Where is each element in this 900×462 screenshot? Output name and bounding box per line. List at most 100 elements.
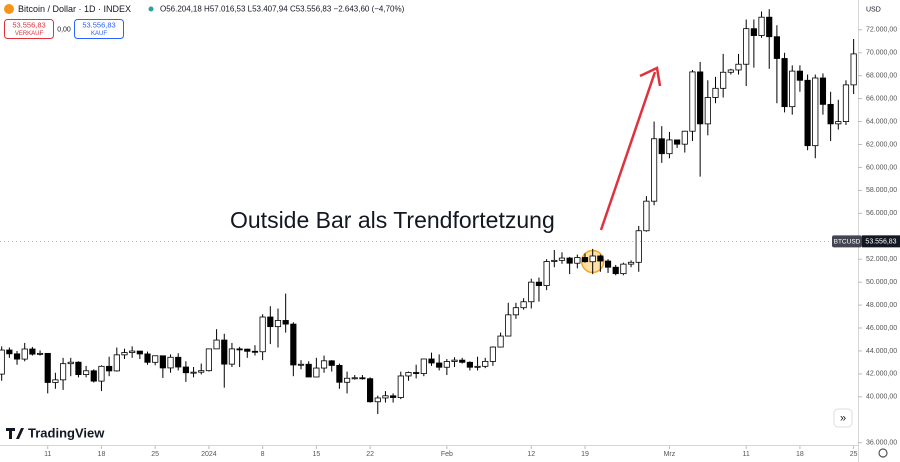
candle-body <box>827 103 834 125</box>
x-tick-label: Mrz <box>664 451 676 458</box>
candle-body <box>159 355 166 369</box>
price-tag <box>862 235 900 248</box>
candle-body <box>558 257 566 261</box>
candle-body <box>198 370 205 373</box>
candle-body <box>205 348 212 372</box>
candle-body <box>29 348 36 355</box>
candle-body <box>359 377 366 380</box>
candle-body <box>766 16 773 38</box>
candle-body <box>528 281 535 303</box>
status-dot <box>148 6 154 12</box>
candle-body <box>121 352 128 356</box>
y-tick-label: 44.000,00 <box>866 348 897 355</box>
candle-body <box>620 263 627 275</box>
candle-body <box>720 71 727 89</box>
candle-body <box>0 349 5 375</box>
candle-body <box>658 138 665 155</box>
price-label: 53.556,83 <box>865 239 896 246</box>
candle-body <box>152 355 159 363</box>
candle-body <box>589 255 596 263</box>
currency[interactable]: USD <box>866 6 881 13</box>
candle-body <box>505 314 512 337</box>
candle-body <box>336 365 343 383</box>
x-tick-label: 25 <box>850 451 858 458</box>
scroll-button[interactable] <box>833 408 853 428</box>
candle-body <box>305 363 312 378</box>
x-tick-label: 11 <box>743 451 750 458</box>
candle-body <box>651 138 658 202</box>
candle-body <box>405 372 412 377</box>
candle-body <box>382 395 389 399</box>
candle-body <box>443 361 450 368</box>
candle-body <box>850 53 857 86</box>
x-tick-label: 18 <box>796 451 804 458</box>
candle-body <box>674 139 681 145</box>
symbol-tag <box>832 235 862 248</box>
info-high: H57.016,53 <box>204 5 246 14</box>
candle-body <box>244 348 251 352</box>
x-tick-label: 19 <box>581 451 589 458</box>
ohlc-info: O56.204,18 H57.016,53 L53.407,94 C53.556… <box>160 5 405 14</box>
annotation: Outside Bar als Trendfortetzung <box>230 207 555 233</box>
candle-body <box>297 363 305 366</box>
symbol-label: BTCUSD <box>834 239 861 246</box>
chart-title: Bitcoin / Dollar · 1D · INDEX <box>18 4 131 14</box>
y-tick-label: 72.000,00 <box>866 27 897 34</box>
candle-body <box>136 350 143 355</box>
y-tick-label: 60.000,00 <box>866 164 897 171</box>
candle-body <box>190 371 197 374</box>
candle-body <box>489 346 496 362</box>
plot-area <box>0 9 857 415</box>
candle-body <box>804 79 811 147</box>
candle-body <box>390 395 397 398</box>
candle-body <box>551 259 558 262</box>
y-tick-label: 68.000,00 <box>866 73 897 80</box>
spread: 0,00 <box>57 26 71 33</box>
candle-body <box>835 121 842 125</box>
brand-logo: TradingView <box>6 425 105 440</box>
y-tick-label: 42.000,00 <box>866 371 897 378</box>
candle-body <box>228 348 236 365</box>
candle-body <box>167 356 174 369</box>
candle-body <box>466 361 473 368</box>
y-tick-label: 56.000,00 <box>866 210 897 217</box>
candle-body <box>290 323 297 366</box>
candle-body <box>21 348 28 360</box>
buy-button[interactable] <box>74 19 124 39</box>
candle-body <box>328 360 335 366</box>
candle-body <box>842 84 850 122</box>
candle-body <box>459 359 466 363</box>
info-change: −2.643,60 (−4,70%) <box>334 5 405 14</box>
candle-body <box>44 352 51 383</box>
candle-body <box>597 255 604 262</box>
candle-body <box>497 335 504 348</box>
candle-body <box>697 71 704 125</box>
buy-price: 53.556,83 <box>82 20 115 29</box>
y-tick-label: 48.000,00 <box>866 302 897 309</box>
candle-body <box>743 28 750 65</box>
x-tick-label: 22 <box>366 451 374 458</box>
candle-body <box>735 63 742 71</box>
candle-body <box>320 360 328 369</box>
candle-body <box>704 97 711 125</box>
candle-body <box>581 257 589 263</box>
settings-icon[interactable] <box>878 448 888 458</box>
x-tick-label: 8 <box>261 451 265 458</box>
candle-body <box>612 266 619 275</box>
candle-body <box>98 365 105 382</box>
candle-body <box>343 377 351 383</box>
candle-body <box>436 362 443 368</box>
candle-body <box>627 261 635 265</box>
info-close: C53.556,83 <box>290 5 332 14</box>
candle-body <box>6 349 13 355</box>
candle-body <box>351 377 358 380</box>
candle-body <box>781 58 788 108</box>
y-tick-label: 66.000,00 <box>866 95 897 102</box>
coin-icon <box>4 4 14 14</box>
candle-body <box>282 320 289 325</box>
sell-button[interactable] <box>4 19 54 39</box>
candle-body <box>512 307 520 316</box>
candle-body <box>574 257 581 264</box>
candle-body <box>428 358 435 364</box>
